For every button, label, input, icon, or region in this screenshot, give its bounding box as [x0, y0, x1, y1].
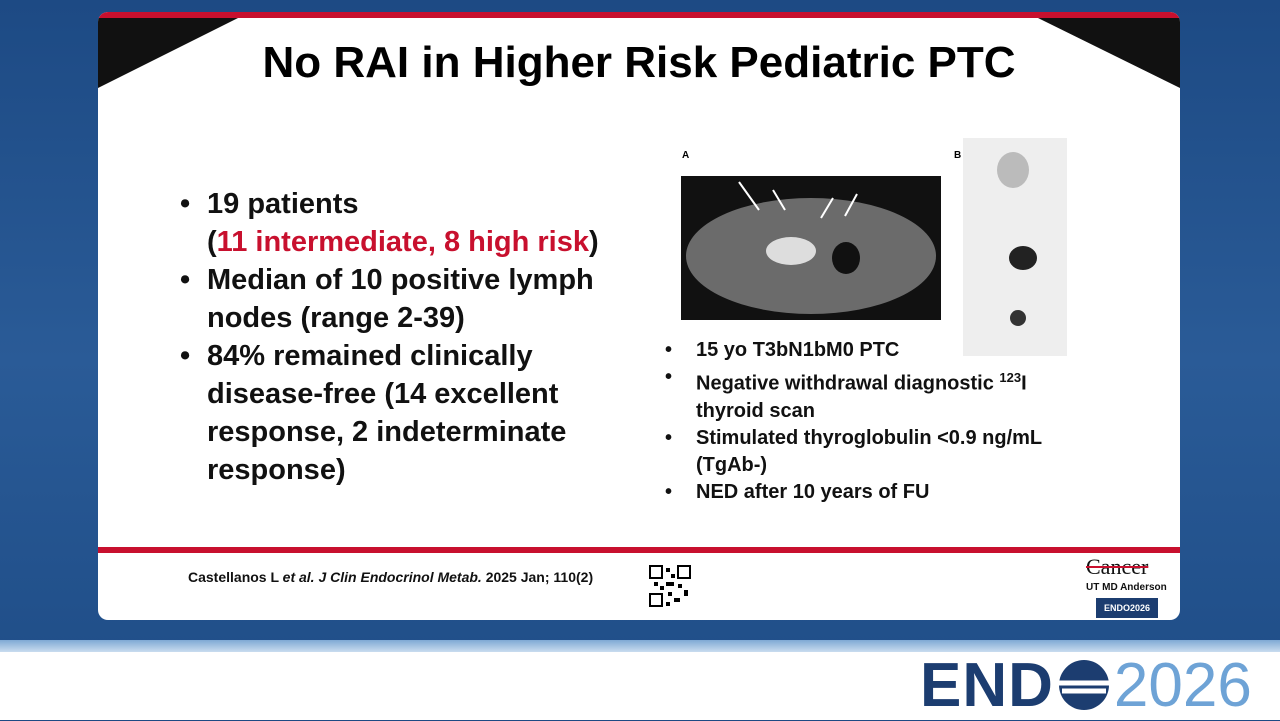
bullet: 19 patients (11 intermediate, 8 high risk…	[180, 185, 640, 261]
left-bullets: 19 patients (11 intermediate, 8 high risk…	[180, 185, 640, 489]
citation-authors: Castellanos L	[188, 569, 283, 585]
bottom-rule	[98, 547, 1180, 553]
corner-triangles	[98, 18, 1180, 88]
citation-etal: et al.	[282, 569, 315, 585]
bullet-text: 15 yo T3bN1bM0 PTC	[696, 339, 900, 361]
bullet-text: Median of 10 positive lymph nodes (range…	[207, 264, 594, 334]
top-rule	[98, 12, 1180, 18]
bullet: Negative withdrawal diagnostic 123I thyr…	[665, 364, 1085, 425]
superscript: 123	[999, 370, 1022, 385]
logo-institution: UT MD Anderson	[1086, 582, 1167, 593]
bullet-text: I thyroid scan	[696, 372, 1027, 422]
highlight-text: 11 intermediate, 8 high risk	[216, 226, 589, 258]
ct-image	[681, 176, 941, 320]
brand-right: 2026	[1113, 650, 1252, 720]
slide-title: No RAI in Higher Risk Pediatric PTC	[262, 38, 1016, 87]
bullet-text: NED after 10 years of FU	[696, 480, 930, 503]
brand-left: END	[920, 650, 1054, 720]
citation-journal: J Clin Endocrinol Metab.	[314, 569, 482, 585]
footer-brand: END 2026	[920, 650, 1252, 720]
bullet-text: )	[589, 226, 599, 258]
bullet-text: Negative withdrawal diagnostic	[696, 372, 1000, 395]
bullet: Stimulated thyroglobulin <0.9 ng/mL (TgA…	[665, 425, 1085, 479]
slide: No RAI in Higher Risk Pediatric PTC 19 p…	[98, 12, 1180, 620]
right-bullets: 15 yo T3bN1bM0 PTC Negative withdrawal d…	[665, 337, 1085, 506]
citation: Castellanos L et al. J Clin Endocrinol M…	[188, 569, 593, 585]
brand-globe	[1058, 660, 1109, 710]
bullet: 15 yo T3bN1bM0 PTC	[665, 337, 1085, 364]
logo-cancer: Cancer	[1086, 554, 1149, 579]
bullet-text: 19 patients	[207, 188, 359, 220]
panel-label: A	[682, 150, 690, 161]
bullet: 84% remained clinically disease-free (14…	[180, 337, 640, 489]
bullet-text: 84% remained clinically disease-free (14…	[207, 340, 567, 486]
bullet-text: Stimulated thyroglobulin <0.9 ng/mL (TgA…	[696, 426, 1042, 476]
citation-details: 2025 Jan; 110(2)	[481, 569, 594, 585]
bullet-text: (	[207, 226, 217, 258]
scan-image	[963, 138, 1067, 356]
background-stripe	[0, 640, 1280, 652]
bullet: NED after 10 years of FU	[665, 479, 1085, 506]
logo-badge: ENDO2026	[1096, 598, 1158, 618]
bullet: Median of 10 positive lymph nodes (range…	[180, 261, 640, 337]
panel-label: B	[954, 150, 962, 161]
qr-code	[649, 565, 691, 607]
